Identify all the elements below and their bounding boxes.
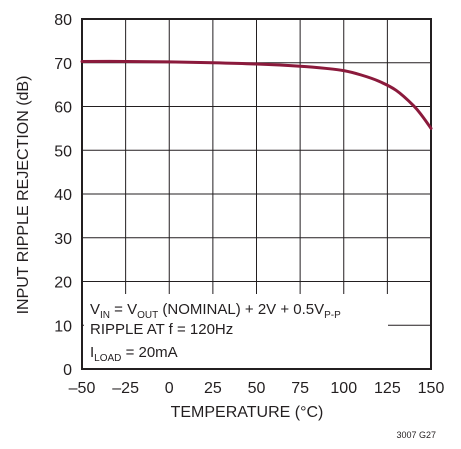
y-tick-label: 70 [54, 56, 72, 73]
y-axis-title: INPUT RIPPLE REJECTION (dB) [15, 76, 32, 315]
x-axis-title: TEMPERATURE (°C) [171, 404, 324, 421]
annotation-background [84, 294, 388, 368]
x-tick-label: 150 [418, 380, 445, 397]
annotation-line-vin: VIN = VOUT (NOMINAL) + 2V + 0.5VP-P [90, 301, 341, 321]
x-tick-label: 125 [374, 380, 401, 397]
y-tick-labels: 0 10 20 30 40 50 60 70 80 [54, 12, 72, 379]
figure-id: 3007 G27 [396, 430, 436, 440]
x-tick-labels: –50 –25 0 25 50 75 100 125 150 [69, 380, 445, 397]
x-tick-label: 50 [248, 380, 266, 397]
y-tick-label: 30 [54, 231, 72, 248]
annotation-box: VIN = VOUT (NOMINAL) + 2V + 0.5VP-P RIPP… [84, 294, 388, 368]
x-tick-label: 100 [330, 380, 357, 397]
x-tick-label: –25 [112, 380, 139, 397]
y-tick-label: 80 [54, 12, 72, 29]
y-tick-label: 10 [54, 318, 72, 335]
x-tick-label: 75 [291, 380, 309, 397]
annotation-line-ripple: RIPPLE AT f = 120Hz [90, 321, 233, 338]
x-tick-label: 0 [165, 380, 174, 397]
plot-frame [81, 18, 432, 370]
y-tick-label: 60 [54, 100, 72, 117]
annotation-line-iload: ILOAD = 20mA [90, 344, 178, 364]
x-tick-label: –50 [69, 380, 96, 397]
y-tick-label: 40 [54, 187, 72, 204]
y-tick-label: 20 [54, 275, 72, 292]
x-tick-label: 25 [204, 380, 222, 397]
y-tick-label: 0 [63, 362, 72, 379]
y-tick-label: 50 [54, 143, 72, 160]
series-line [80, 59, 433, 130]
